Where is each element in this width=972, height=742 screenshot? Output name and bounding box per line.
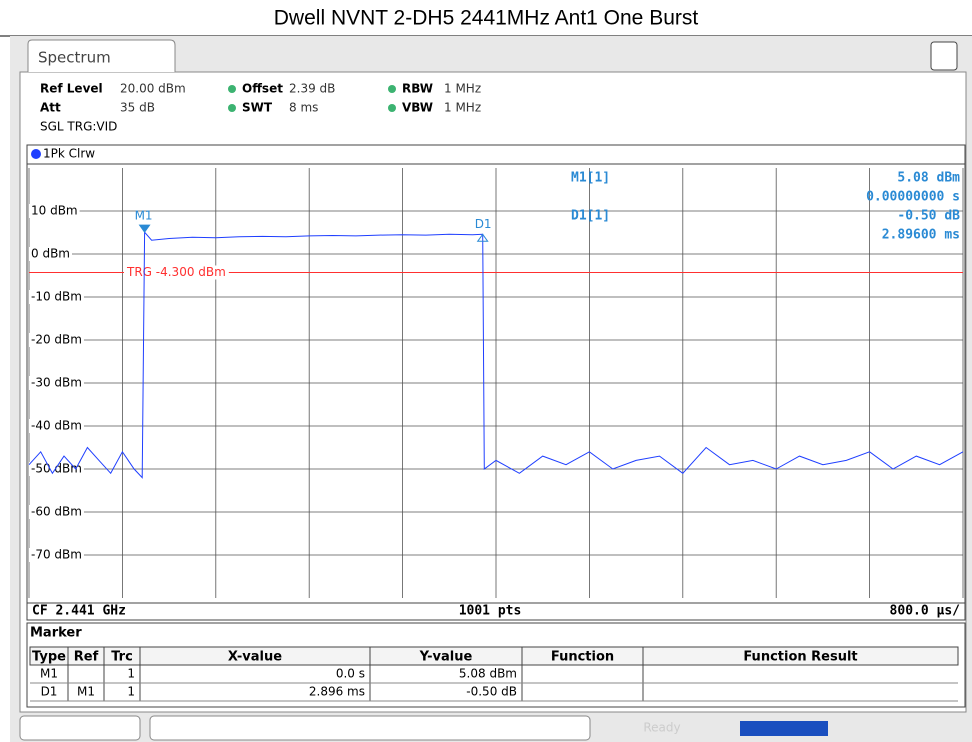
table-cell: -0.50 dB [466, 685, 517, 699]
readout-value: 2.89600 ms [882, 228, 960, 243]
table-header: Function Result [743, 650, 857, 665]
readout-value: 0.00000000 s [866, 190, 960, 205]
y-tick-label: 10 dBm [31, 204, 78, 218]
marker-label: D1 [475, 217, 492, 231]
footer-center: 1001 pts [459, 604, 522, 619]
indicator [228, 85, 236, 93]
tab-label[interactable]: Spectrum [38, 49, 111, 67]
setting-label: Ref Level [40, 82, 103, 96]
table-cell: 1 [127, 667, 135, 681]
tick-label-bg [29, 505, 84, 519]
table-header: Function [551, 650, 614, 665]
trace [28, 230, 964, 479]
table-header: Trc [111, 650, 133, 665]
table-header: Type [32, 650, 66, 665]
status: Ready [643, 721, 680, 735]
trigger-label-bg [124, 265, 229, 280]
setting-value: 1 MHz [444, 101, 481, 115]
y-tick-label: -60 dBm [31, 505, 82, 519]
table-cell: M1 [40, 667, 58, 681]
y-tick-label: -70 dBm [31, 548, 82, 562]
setting-value: 8 ms [289, 101, 318, 115]
tick-label-bg [29, 462, 84, 476]
y-tick-label: -20 dBm [31, 333, 82, 347]
trace-dot [31, 149, 41, 159]
table-header-bg [29, 646, 959, 666]
readout-value: 5.08 dBm [897, 171, 960, 186]
y-tick-label: -10 dBm [31, 290, 82, 304]
softkey[interactable] [19, 715, 141, 741]
table-cell: 1 [127, 685, 135, 699]
marker [138, 224, 151, 234]
readout-name: D1[1] [571, 209, 610, 224]
title: Dwell NVNT 2-DH5 2441MHz Ant1 One Burst [274, 7, 699, 30]
table-header: Y-value [419, 650, 473, 665]
indicator [228, 104, 236, 112]
table-cell: 2.896 ms [309, 685, 365, 699]
marker-table-title: Marker [30, 626, 82, 641]
input-field[interactable] [149, 715, 591, 741]
setting-label: Offset [242, 82, 283, 96]
table-cell: 0.0 s [336, 667, 365, 681]
tick-label-bg [29, 247, 72, 261]
menu-button[interactable] [930, 41, 958, 71]
readout-value: -0.50 dB [897, 209, 960, 224]
tick-label-bg [29, 419, 84, 433]
marker-label: M1 [135, 209, 153, 223]
y-tick-label: -50 dBm [31, 462, 82, 476]
table-header: X-value [228, 650, 282, 665]
table-cell: M1 [77, 685, 95, 699]
table-header: Ref [74, 650, 99, 665]
setting-value: 20.00 dBm [120, 82, 186, 96]
tick-label-bg [29, 548, 84, 562]
y-tick-label: -40 dBm [31, 419, 82, 433]
setting-label: RBW [402, 82, 433, 96]
trigger-label: TRG -4.300 dBm [126, 265, 226, 279]
y-tick-label: -30 dBm [31, 376, 82, 390]
setting-label: SWT [242, 101, 273, 115]
footer-left: CF 2.441 GHz [32, 604, 126, 619]
marker [476, 233, 489, 242]
footer-right: 800.0 µs/ [890, 604, 961, 619]
setting-value: 1 MHz [444, 82, 481, 96]
tick-label-bg [29, 376, 84, 390]
table-cell: 5.08 dBm [459, 667, 517, 681]
mode: SGL TRG:VID [40, 120, 117, 134]
progress-bar [740, 721, 828, 736]
tick-label-bg [29, 333, 84, 347]
setting-value: 2.39 dB [289, 82, 335, 96]
table-cell: D1 [41, 685, 58, 699]
y-tick-label: 0 dBm [31, 247, 70, 261]
tick-label-bg [29, 204, 80, 218]
tab[interactable] [27, 39, 176, 72]
setting-value: 35 dB [120, 101, 155, 115]
indicator [388, 104, 396, 112]
readout-name: M1[1] [571, 171, 610, 186]
trace-label: 1Pk Clrw [43, 147, 95, 161]
setting-label: VBW [402, 101, 433, 115]
tick-label-bg [29, 290, 84, 304]
setting-label: Att [40, 101, 61, 115]
indicator [388, 85, 396, 93]
